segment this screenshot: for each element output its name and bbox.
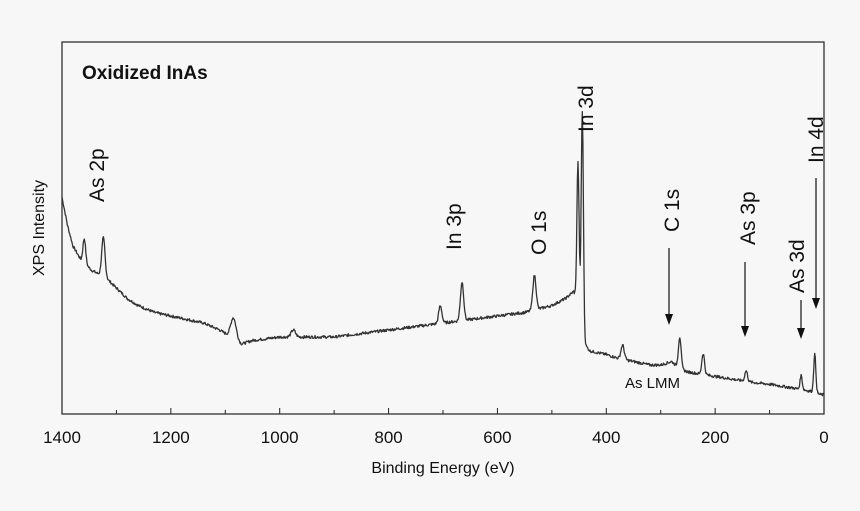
arrow-c-1s [665,248,673,325]
x-tick-label-200: 200 [701,428,729,447]
arrow-as-3d [797,300,805,339]
x-tick-label-800: 800 [374,428,402,447]
peak-label-as-2p: As 2p [86,148,109,202]
y-axis-title: XPS Intensity [31,180,48,276]
xps-spectrum-line [61,110,824,397]
arrow-as-3p [741,262,749,337]
x-tick-label-400: 400 [592,428,620,447]
peak-label-in-4d: In 4d [805,116,828,163]
x-tick-label-1200: 1200 [152,428,190,447]
arrow-in-4d [812,178,820,309]
x-axis-title: Binding Energy (eV) [371,460,514,477]
peak-label-as-3d: As 3d [786,239,809,293]
peak-label-as-3p: As 3p [737,191,760,245]
x-tick-label-0: 0 [819,428,828,447]
peak-label-in-3d: In 3d [575,85,598,132]
x-axis-tick-labels: 1400 1200 1000 800 600 400 200 0 [43,428,829,447]
as-lmm-label: As LMM [625,375,680,392]
x-tick-label-1400: 1400 [43,428,81,447]
x-tick-label-1000: 1000 [261,428,299,447]
x-axis-ticks [61,408,825,414]
x-tick-label-600: 600 [483,428,511,447]
chart-title: Oxidized InAs [82,63,208,84]
peak-label-c-1s: C 1s [661,189,684,232]
peak-label-in-3p: In 3p [443,203,466,250]
peak-label-o-1s: O 1s [528,211,551,255]
